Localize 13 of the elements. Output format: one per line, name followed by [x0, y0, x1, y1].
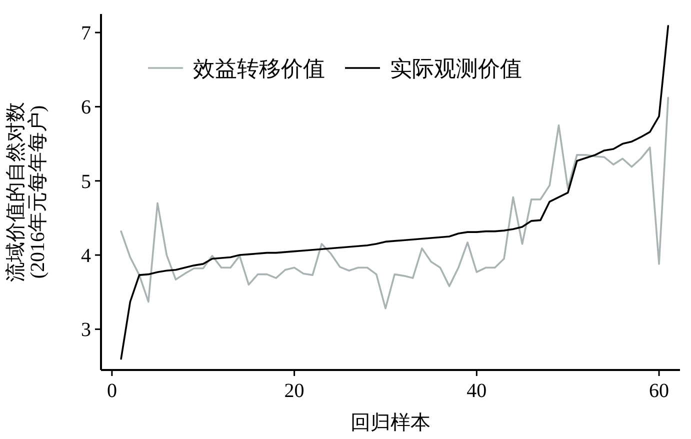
x-tick-label: 20: [284, 380, 304, 402]
y-tick-label: 4: [81, 245, 91, 268]
x-tick-label: 40: [466, 380, 487, 402]
legend-label: 效益转移价值: [193, 56, 325, 81]
y-axis-title: 流域价值的自然对数 (2016年元每年每户): [5, 102, 49, 282]
y-tick-label: 3: [81, 319, 91, 342]
x-tick-label: 60: [649, 380, 670, 402]
y-tick-label: 5: [81, 170, 91, 193]
y-tick-label: 7: [81, 22, 91, 45]
y-tick-label: 6: [81, 96, 91, 119]
x-tick-label: 0: [106, 380, 117, 402]
x-axis-title: 回归样本: [350, 412, 430, 434]
legend-label: 实际观测价值: [390, 56, 522, 81]
